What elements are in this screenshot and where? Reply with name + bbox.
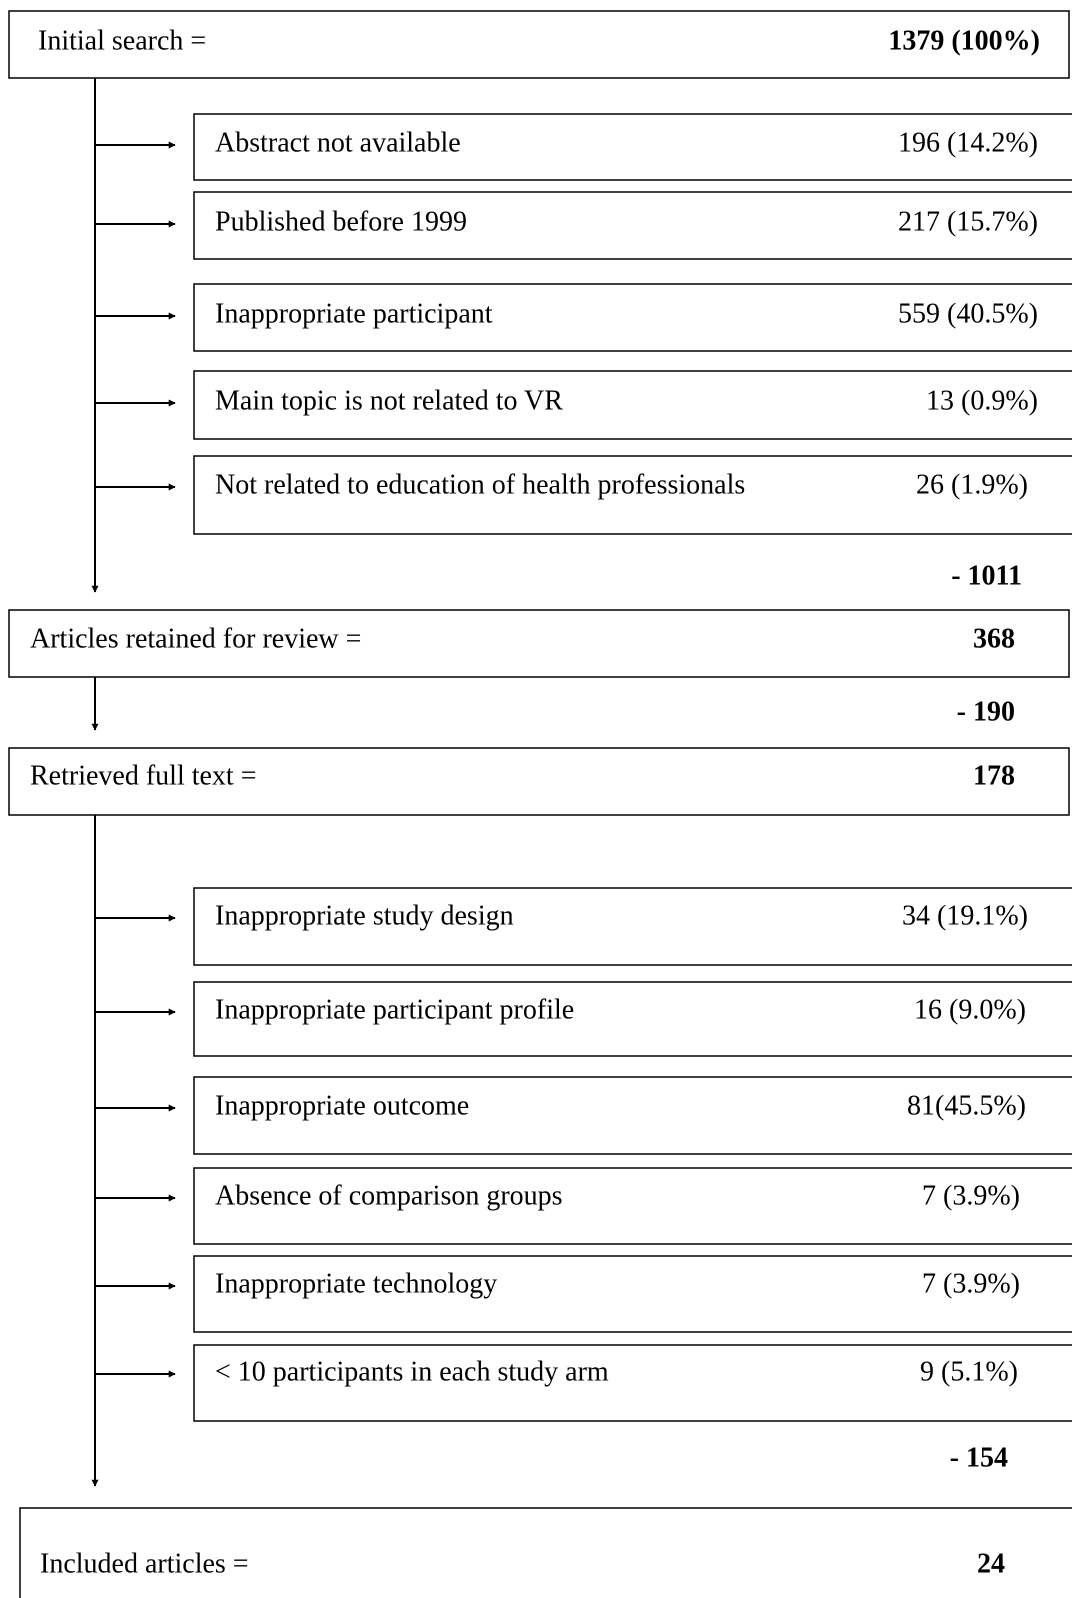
- stage-count: 24: [977, 1548, 1005, 1579]
- exclusion-label: Inappropriate outcome: [215, 1090, 469, 1121]
- exclusion-label: < 10 participants in each study arm: [215, 1356, 609, 1387]
- exclusion-count: 559 (40.5%): [898, 298, 1038, 329]
- exclusion-box: [193, 283, 1072, 352]
- exclusion-label: Not related to education of health profe…: [215, 469, 745, 500]
- exclusion-box: [193, 1255, 1072, 1333]
- stage-label: Included articles =: [40, 1548, 249, 1579]
- stage-label: Initial search =: [38, 25, 206, 56]
- removed-count: - 1011: [951, 560, 1022, 591]
- exclusion-box: [193, 455, 1072, 535]
- exclusion-label: Inappropriate study design: [215, 900, 514, 931]
- exclusion-box: [193, 113, 1072, 181]
- stage-box: [8, 747, 1070, 816]
- stage-label: Articles retained for review =: [30, 623, 361, 654]
- stage-label: Retrieved full text =: [30, 760, 257, 791]
- exclusion-count: 81(45.5%): [907, 1090, 1026, 1121]
- exclusion-box: [193, 370, 1072, 440]
- exclusion-label: Published before 1999: [215, 206, 467, 237]
- removed-count: - 154: [950, 1442, 1008, 1473]
- exclusion-box: [193, 191, 1072, 260]
- exclusion-count: 217 (15.7%): [898, 206, 1038, 237]
- removed-count: - 190: [957, 696, 1015, 727]
- exclusion-box: [193, 981, 1072, 1057]
- stage-box: [19, 1507, 1072, 1598]
- exclusion-count: 196 (14.2%): [898, 127, 1038, 158]
- stage-count: 1379 (100%): [888, 25, 1040, 56]
- exclusion-label: Inappropriate technology: [215, 1268, 497, 1299]
- exclusion-box: [193, 1167, 1072, 1245]
- exclusion-box: [193, 1076, 1072, 1155]
- exclusion-label: Inappropriate participant: [215, 298, 493, 329]
- exclusion-count: 34 (19.1%): [902, 900, 1028, 931]
- exclusion-count: 16 (9.0%): [914, 994, 1026, 1025]
- exclusion-label: Absence of comparison groups: [215, 1180, 563, 1211]
- stage-count: 368: [973, 623, 1015, 654]
- exclusion-label: Abstract not available: [215, 127, 461, 158]
- stage-box: [8, 10, 1070, 79]
- exclusion-count: 7 (3.9%): [922, 1180, 1020, 1211]
- exclusion-label: Main topic is not related to VR: [215, 385, 563, 416]
- stage-box: [8, 609, 1070, 678]
- exclusion-box: [193, 887, 1072, 966]
- exclusion-count: 13 (0.9%): [926, 385, 1038, 416]
- stage-count: 178: [973, 760, 1015, 791]
- exclusion-count: 26 (1.9%): [916, 469, 1028, 500]
- exclusion-count: 7 (3.9%): [922, 1268, 1020, 1299]
- exclusion-count: 9 (5.1%): [920, 1356, 1018, 1387]
- exclusion-label: Inappropriate participant profile: [215, 994, 574, 1025]
- exclusion-box: [193, 1344, 1072, 1422]
